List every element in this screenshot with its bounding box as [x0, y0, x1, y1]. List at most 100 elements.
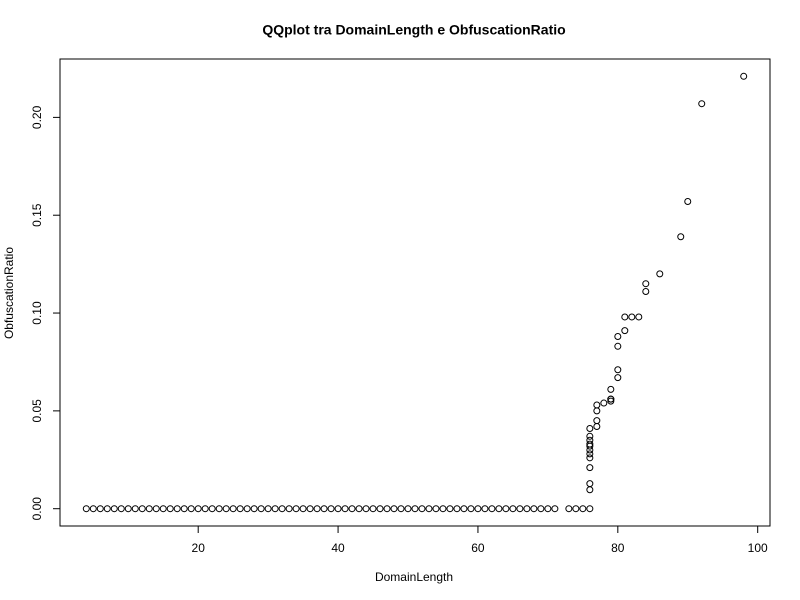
- plot-box: [59, 58, 771, 527]
- point: [614, 366, 622, 374]
- point: [586, 454, 594, 462]
- point: [82, 505, 90, 513]
- point: [593, 417, 601, 425]
- y-tick-label: 0.20: [30, 105, 44, 129]
- point: [250, 505, 258, 513]
- point: [236, 505, 244, 513]
- point: [502, 505, 510, 513]
- point: [474, 505, 482, 513]
- point: [593, 423, 601, 431]
- point: [565, 505, 573, 513]
- point: [453, 505, 461, 513]
- point: [264, 505, 272, 513]
- point: [418, 505, 426, 513]
- point: [467, 505, 475, 513]
- point: [327, 505, 335, 513]
- point: [460, 505, 468, 513]
- point: [432, 505, 440, 513]
- point: [614, 342, 622, 350]
- point: [341, 505, 349, 513]
- point: [656, 270, 664, 278]
- point: [355, 505, 363, 513]
- point: [187, 505, 195, 513]
- point: [593, 407, 601, 415]
- point: [362, 505, 370, 513]
- point: [411, 505, 419, 513]
- point: [103, 505, 111, 513]
- x-tick-label: 40: [331, 541, 345, 555]
- x-tick-label: 80: [611, 541, 625, 555]
- point: [299, 505, 307, 513]
- point: [509, 505, 517, 513]
- point: [537, 505, 545, 513]
- point: [607, 397, 615, 405]
- point: [621, 313, 629, 321]
- point: [698, 100, 706, 108]
- y-tick-label: 0.05: [30, 399, 44, 423]
- point: [110, 505, 118, 513]
- point: [446, 505, 454, 513]
- point: [222, 505, 230, 513]
- point: [586, 440, 594, 448]
- point: [397, 505, 405, 513]
- point: [425, 505, 433, 513]
- point: [586, 480, 594, 488]
- point: [369, 505, 377, 513]
- point: [684, 198, 692, 206]
- point: [145, 505, 153, 513]
- point: [579, 505, 587, 513]
- point: [334, 505, 342, 513]
- point: [481, 505, 489, 513]
- x-axis-label: DomainLength: [375, 570, 453, 584]
- point: [740, 72, 748, 80]
- y-axis-label: ObfuscationRatio: [2, 247, 16, 339]
- y-tick-label: 0.15: [30, 203, 44, 227]
- point: [586, 486, 594, 494]
- point: [614, 333, 622, 341]
- point: [376, 505, 384, 513]
- point: [320, 505, 328, 513]
- x-tick-label: 100: [748, 541, 768, 555]
- point: [614, 374, 622, 382]
- point: [586, 505, 594, 513]
- point: [390, 505, 398, 513]
- y-tick-label: 0.00: [30, 497, 44, 521]
- point: [292, 505, 300, 513]
- point: [628, 313, 636, 321]
- point: [586, 464, 594, 472]
- point: [593, 401, 601, 409]
- point: [89, 505, 97, 513]
- y-tick-label: 0.10: [30, 301, 44, 325]
- point: [544, 505, 552, 513]
- point: [201, 505, 209, 513]
- point: [551, 505, 559, 513]
- point: [530, 505, 538, 513]
- point: [243, 505, 251, 513]
- point: [607, 385, 615, 393]
- point: [621, 327, 629, 335]
- point: [677, 233, 685, 241]
- point: [313, 505, 321, 513]
- point: [586, 450, 594, 458]
- point: [208, 505, 216, 513]
- point: [285, 505, 293, 513]
- point: [586, 432, 594, 440]
- point: [131, 505, 139, 513]
- point: [488, 505, 496, 513]
- point: [229, 505, 237, 513]
- x-tick-label: 20: [192, 541, 206, 555]
- point: [96, 505, 104, 513]
- point: [523, 505, 531, 513]
- chart-title: QQplot tra DomainLength e ObfuscationRat…: [262, 22, 565, 38]
- point: [600, 399, 608, 407]
- point: [572, 505, 580, 513]
- point: [607, 395, 615, 403]
- x-tick-label: 60: [471, 541, 485, 555]
- point: [117, 505, 125, 513]
- point: [516, 505, 524, 513]
- point: [635, 313, 643, 321]
- point: [383, 505, 391, 513]
- point: [159, 505, 167, 513]
